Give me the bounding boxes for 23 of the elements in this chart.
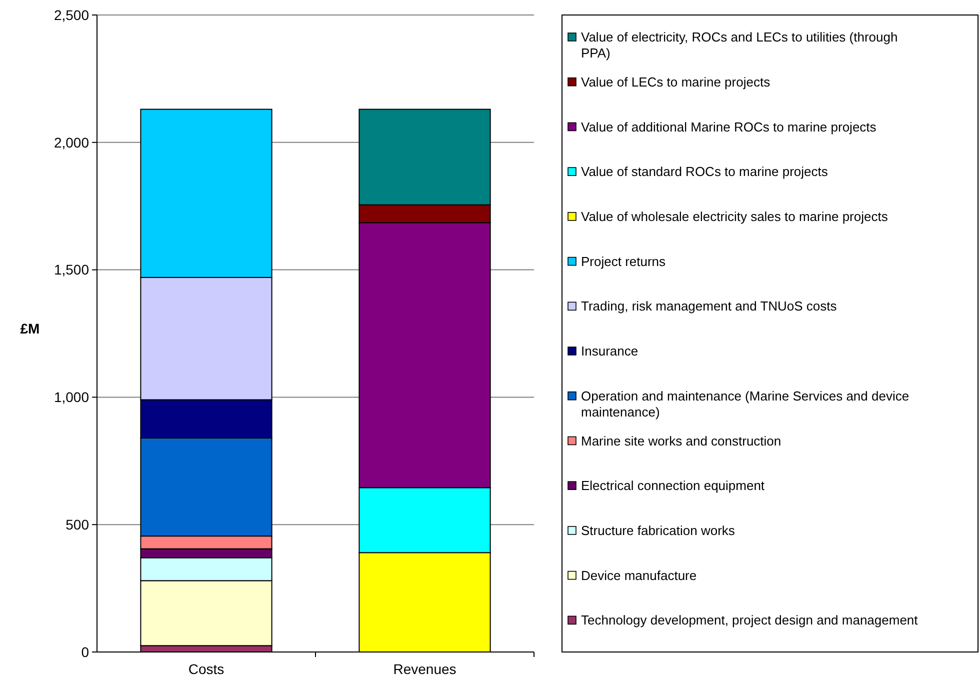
y-tick-label: 1,500: [54, 262, 90, 278]
y-tick-label: 2,000: [54, 134, 90, 150]
legend-label: Value of additional Marine ROCs to marine projects: [581, 119, 877, 134]
y-tick-label: 0: [81, 644, 90, 660]
legend-label: Operation and maintenance (Marine Services and device maintenance): [581, 388, 910, 420]
x-tick-label: Costs: [188, 661, 224, 677]
y-tick-label: 500: [66, 516, 90, 532]
y-tick-label: 1,000: [54, 389, 90, 406]
legend-label: Value of wholesale electricity sales to marine projects: [581, 208, 888, 224]
legend-label: Value of electricity, ROCs and LECs to utilities (through PPA): [581, 30, 898, 61]
legend-label: Value of LECs to marine projects: [581, 74, 771, 90]
x-tick-label: Revenues: [393, 661, 456, 677]
legend-label: Technology development, project design and management: [581, 612, 918, 628]
legend-label: Marine site works and construction: [581, 433, 782, 448]
legend-label: Insurance: [581, 344, 638, 359]
legend-label: Value of standard ROCs to marine projects: [581, 164, 828, 180]
legend-label: Structure fabrication works: [581, 523, 736, 538]
legend-label: Electrical connection equipment: [581, 478, 765, 494]
legend-label: Project returns: [581, 254, 666, 269]
y-tick-label: 2,500: [54, 6, 90, 23]
y-axis-title: £M: [20, 320, 40, 336]
legend-label: Device manufacture: [581, 568, 697, 583]
legend-label: Trading, risk management and TNUoS costs: [581, 298, 838, 314]
